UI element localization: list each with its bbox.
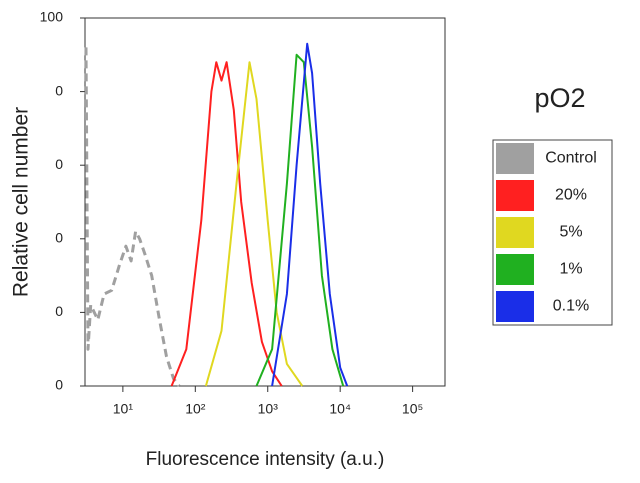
y-tick-label: 100 [40,9,64,25]
x-tick-label: 10⁴ [329,401,351,417]
legend-label: Control [545,150,597,167]
y-tick-label: 0 [55,230,63,246]
legend-swatch [496,143,534,174]
x-tick-label: 10² [185,401,206,417]
legend-swatch [496,254,534,285]
y-tick-label: 0 [55,156,63,172]
y-tick-label: 0 [55,303,63,319]
legend-swatch [496,291,534,322]
y-tick-label: 0 [55,82,63,98]
legend-label: 20% [555,187,587,204]
y-tick-label: 0 [55,377,63,393]
histogram-line [204,61,304,387]
legend-label: 0.1% [553,298,589,315]
plot-frame [84,17,446,387]
histogram-line [170,61,283,387]
x-tick-label: 10⁵ [402,401,423,417]
x-tick-label: 10³ [258,401,279,417]
x-tick-label: 10¹ [113,401,134,417]
legend-swatch [496,217,534,248]
legend-label: 5% [559,224,582,241]
histogram-line [271,42,349,387]
histogram-line [84,47,181,387]
legend-swatch [496,180,534,211]
y-axis-label: Relative cell number [10,107,33,297]
x-axis-label: Fluorescence intensity (a.u.) [146,449,385,470]
histogram-line [255,53,345,387]
legend-label: 1% [559,261,582,278]
legend-title: pO2 [534,83,585,113]
